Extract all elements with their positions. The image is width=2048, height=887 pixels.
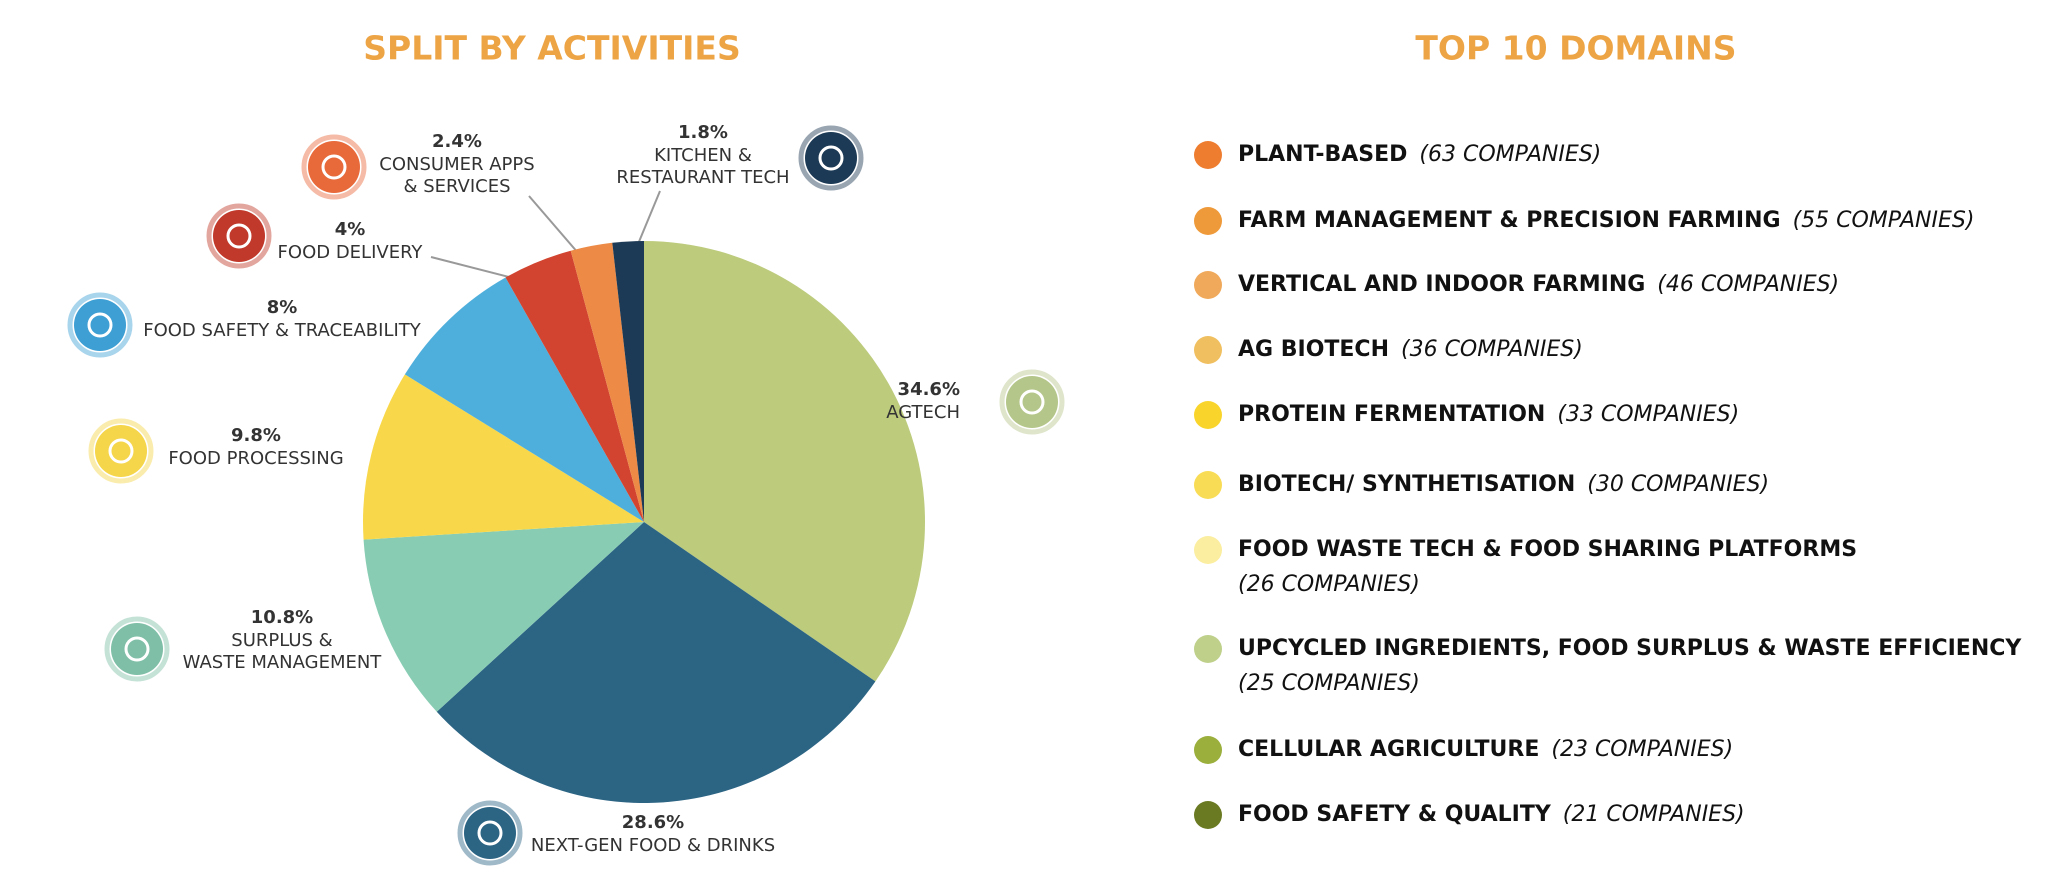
domain-name: PLANT-BASED [1238, 142, 1407, 167]
bullet [1194, 635, 1222, 663]
icon-ring [67, 292, 133, 358]
icon-glyph [226, 223, 252, 249]
category-line: WASTE MANAGEMENT [183, 652, 383, 673]
icon [464, 807, 516, 859]
bullet [1194, 801, 1222, 829]
domain-entry: FARM MANAGEMENT & PRECISION FARMING (55 C… [1238, 208, 1974, 233]
icon [95, 425, 147, 477]
domain-count: (63 COMPANIES) [1419, 142, 1601, 167]
pie-slice [644, 241, 926, 682]
category-label: NEXT-GEN FOOD & DRINKS [531, 835, 775, 856]
pie-slice [363, 522, 644, 712]
category-label: FOOD PROCESSING [168, 448, 343, 469]
pie-slice [404, 277, 644, 522]
domain-count: (30 COMPANIES) [1587, 472, 1769, 497]
value-label: 2.4% [432, 131, 482, 152]
icon-glyph [87, 312, 113, 338]
domain-entry: UPCYCLED INGREDIENTS, FOOD SURPLUS & WAS… [1238, 636, 2022, 661]
category-line: & SERVICES [403, 176, 510, 197]
category-label: FOOD SAFETY & TRACEABILITY [143, 320, 422, 341]
category-label: CONSUMER APPS & SERVICES [379, 154, 534, 197]
icon-glyph [818, 145, 844, 171]
icon-ring [457, 800, 523, 866]
icon [1006, 376, 1058, 428]
icon [213, 210, 265, 262]
icon-ring [206, 203, 272, 269]
icon-glyph [124, 636, 150, 662]
domain-name: PROTEIN FERMENTATION [1238, 402, 1545, 427]
domain-name: FARM MANAGEMENT & PRECISION FARMING [1238, 208, 1781, 233]
icon [308, 141, 360, 193]
bullet [1194, 141, 1222, 169]
bullet [1194, 736, 1222, 764]
domain-name: FOOD WASTE TECH & FOOD SHARING PLATFORMS [1238, 537, 1857, 562]
icon-ring [88, 418, 154, 484]
value-label: 34.6% [898, 379, 960, 400]
icon-glyph [108, 438, 134, 464]
bullet [1194, 471, 1222, 499]
domain-count: (36 COMPANIES) [1401, 337, 1583, 362]
domain-entry: FOOD SAFETY & QUALITY (21 COMPANIES) [1238, 802, 1745, 827]
domain-count: (25 COMPANIES) [1238, 671, 1420, 696]
pie-slice [570, 242, 644, 522]
domain-entry: PROTEIN FERMENTATION (33 COMPANIES) [1238, 402, 1739, 427]
bullet [1194, 536, 1222, 564]
domain-entry: FOOD WASTE TECH & FOOD SHARING PLATFORMS [1238, 537, 1857, 562]
category-line: SURPLUS & [231, 630, 332, 651]
icon-ring [104, 616, 170, 682]
icon-glyph [477, 820, 503, 846]
domain-count: (21 COMPANIES) [1563, 802, 1745, 827]
domain-count: (46 COMPANIES) [1657, 272, 1839, 297]
icon-ring [301, 134, 367, 200]
bullet [1194, 401, 1222, 429]
domain-entry: CELLULAR AGRICULTURE (23 COMPANIES) [1238, 737, 1733, 762]
pie-slice [363, 374, 644, 540]
bullet [1194, 336, 1222, 364]
icon [74, 299, 126, 351]
icon [111, 623, 163, 675]
domain-name: FOOD SAFETY & QUALITY [1238, 802, 1552, 827]
category-line: CONSUMER APPS [379, 154, 534, 175]
category-label: KITCHEN & RESTAURANT TECH [616, 145, 789, 188]
chart-title: SPLIT BY ACTIVITIES [363, 29, 740, 68]
domain-count: (23 COMPANIES) [1551, 737, 1733, 762]
category-label: SURPLUS & WASTE MANAGEMENT [183, 630, 383, 673]
value-label: 8% [267, 297, 298, 318]
icon-ring [798, 125, 864, 191]
value-label: 9.8% [231, 425, 281, 446]
domain-count: (33 COMPANIES) [1557, 402, 1739, 427]
domain-entry: PLANT-BASED (63 COMPANIES) [1238, 142, 1601, 167]
domain-name: UPCYCLED INGREDIENTS, FOOD SURPLUS & WAS… [1238, 636, 2022, 661]
category-line: RESTAURANT TECH [616, 167, 789, 188]
pie-slice [612, 241, 644, 522]
category-label: AGTECH [886, 402, 960, 423]
category-label: FOOD DELIVERY [278, 242, 424, 263]
domain-entry: BIOTECH/ SYNTHETISATION (30 COMPANIES) [1238, 472, 1769, 497]
value-label: 1.8% [678, 122, 728, 143]
bullet [1194, 271, 1222, 299]
domain-name: VERTICAL AND INDOOR FARMING [1238, 272, 1645, 297]
value-label: 28.6% [622, 812, 684, 833]
icon [805, 132, 857, 184]
domain-count: (26 COMPANIES) [1238, 572, 1420, 597]
domain-entry: AG BIOTECH (36 COMPANIES) [1238, 337, 1583, 362]
domain-entry: VERTICAL AND INDOOR FARMING (46 COMPANIES… [1238, 272, 1839, 297]
domain-count: (55 COMPANIES) [1793, 208, 1975, 233]
category-line: KITCHEN & [654, 145, 752, 166]
pie-slice [505, 250, 644, 522]
domain-name: BIOTECH/ SYNTHETISATION [1238, 472, 1575, 497]
icon-glyph [321, 154, 347, 180]
icon-glyph [1019, 389, 1045, 415]
value-label: 4% [335, 219, 366, 240]
icon-ring [999, 369, 1065, 435]
pie-slice [436, 522, 876, 803]
domain-name: CELLULAR AGRICULTURE [1238, 737, 1539, 762]
list-title: TOP 10 DOMAINS [1415, 29, 1736, 68]
value-label: 10.8% [251, 607, 313, 628]
domain-name: AG BIOTECH [1238, 337, 1389, 362]
bullet [1194, 207, 1222, 235]
